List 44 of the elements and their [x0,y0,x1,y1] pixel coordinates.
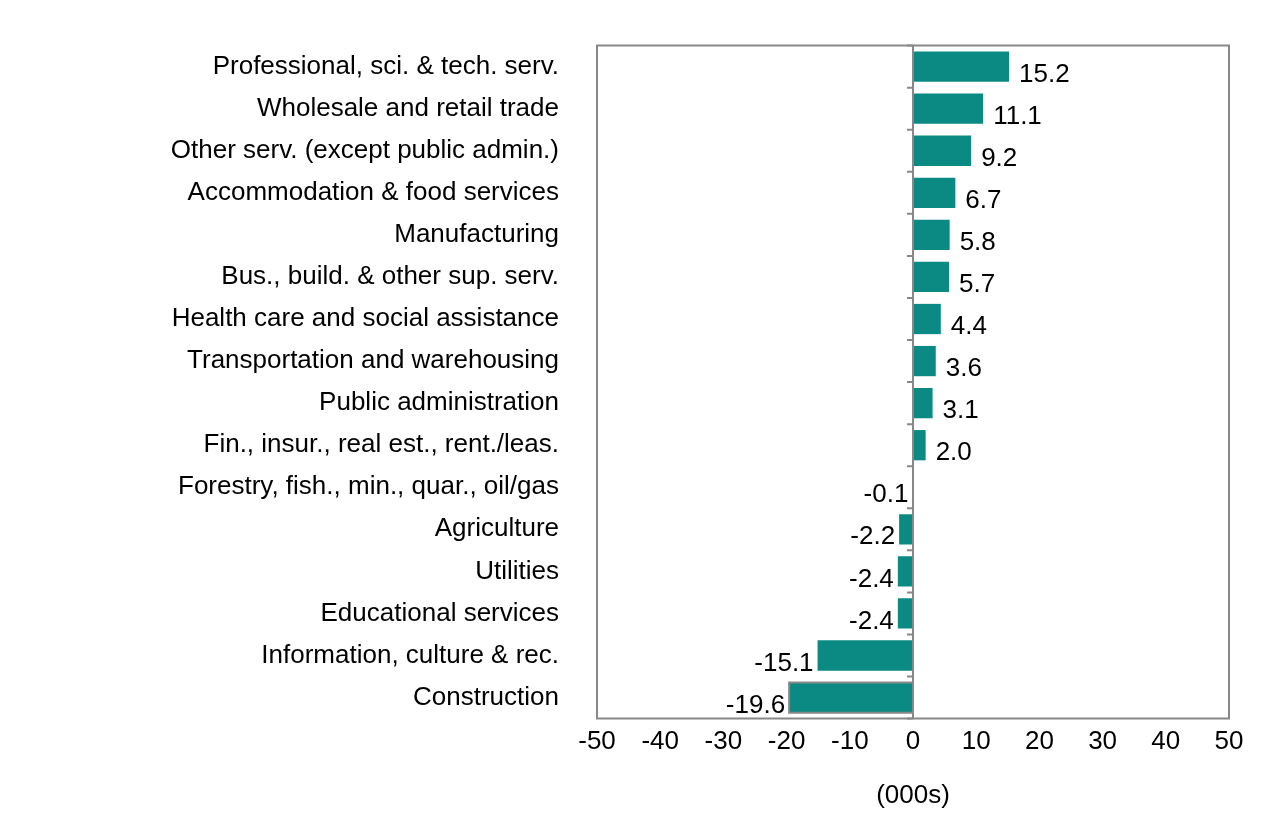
y-tick-label: Fin., insur., real est., rent./leas. [203,428,559,459]
x-tick-label: 40 [1151,725,1181,756]
data-label: 2.0 [935,436,972,467]
x-tick-label: -50 [578,725,616,756]
data-label: 11.1 [993,99,1042,130]
data-label: 6.7 [965,183,1002,214]
y-tick-label: Wholesale and retail trade [256,91,559,122]
y-tick-label: Information, culture & rec. [261,638,559,669]
y-tick-label: Health care and social assistance [171,302,559,333]
data-label: 3.6 [945,352,982,383]
x-tick-label: -10 [831,725,869,756]
x-tick-label: 20 [1024,725,1054,756]
data-label: -15.1 [754,646,814,677]
y-tick-label: Agriculture [434,512,559,543]
y-tick-label: Other serv. (except public admin.) [170,133,559,164]
y-tick-label: Accommodation & food services [187,175,559,206]
y-tick-label: Educational services [320,596,559,627]
data-label: 5.8 [959,226,996,257]
data-label: 3.1 [942,394,979,425]
data-label: 15.2 [1019,57,1070,88]
data-label: -2.4 [849,562,894,593]
data-label: -19.6 [725,688,786,719]
data-label: 5.7 [959,268,996,299]
data-label: -2.2 [850,520,896,551]
y-tick-label: Professional, sci. & tech. serv. [212,49,559,80]
x-tick-label: 30 [1088,725,1118,756]
x-tick-label: -40 [641,725,679,756]
y-tick-label: Public administration [319,386,559,417]
y-tick-label: Forestry, fish., min., quar., oil/gas [178,470,559,501]
y-tick-label: Bus., build. & other sup. serv. [221,260,559,291]
x-tick-label: 50 [1214,725,1244,756]
y-tick-label: Construction [413,680,559,711]
y-tick-label: Utilities [475,554,559,585]
data-label: -2.4 [849,604,894,635]
data-label: 9.2 [981,141,1018,172]
x-tick-label: -30 [704,725,743,756]
x-axis-title: (000s) [876,778,950,809]
y-tick-label: Manufacturing [394,218,559,249]
x-tick-label: 10 [961,725,991,756]
y-tick-label: Transportation and warehousing [187,344,559,375]
data-label: -0.1 [863,478,909,509]
x-tick-label: 0 [905,725,921,756]
data-label: 4.4 [950,310,987,341]
x-tick-label: -20 [767,725,806,756]
